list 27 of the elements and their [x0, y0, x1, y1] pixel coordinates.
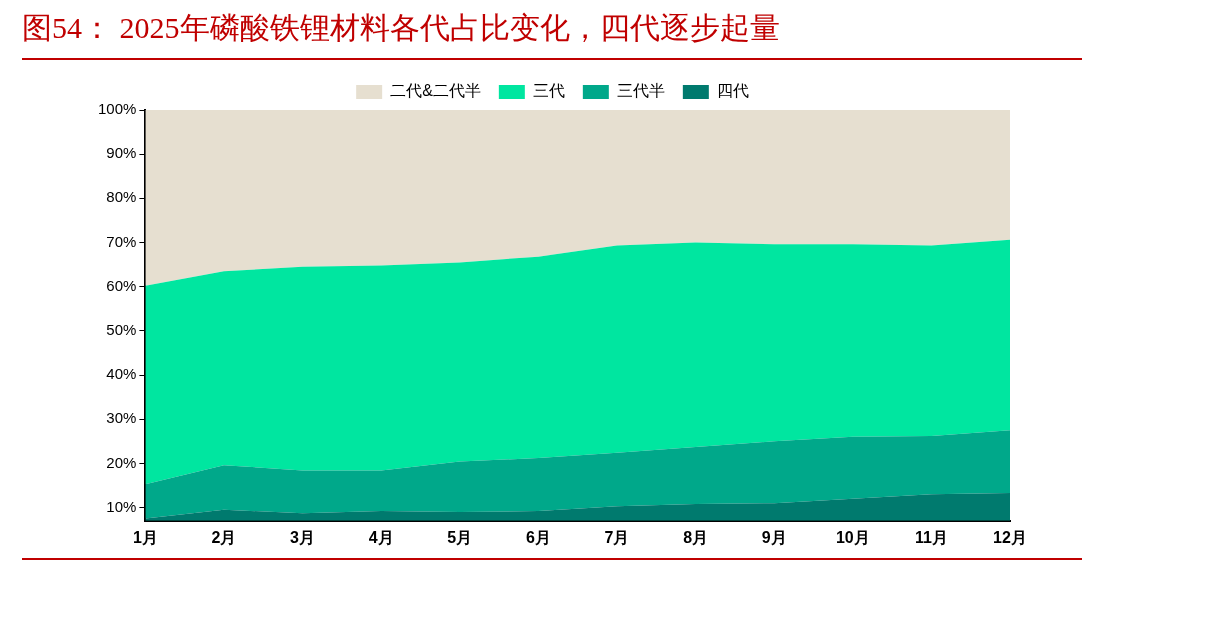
- x-tick-label: 1月: [132, 528, 158, 546]
- x-tick-label: 4月: [368, 528, 394, 546]
- x-tick-label: 2月: [211, 528, 237, 546]
- y-tick-label: 40%: [106, 365, 137, 383]
- x-tick-label: 8月: [683, 528, 709, 546]
- x-tick-label: 3月: [290, 528, 316, 546]
- x-tick-label: 11月: [914, 528, 948, 546]
- legend-label: 三代半: [616, 82, 665, 100]
- chart-title: 图54： 2025年磷酸铁锂材料各代占比变化，四代逐步起量: [22, 6, 1082, 60]
- x-tick-label: 9月: [761, 528, 787, 546]
- x-tick-label: 6月: [525, 528, 551, 546]
- x-tick-label: 7月: [604, 528, 630, 546]
- y-tick-label: 100%: [97, 100, 137, 118]
- legend-label: 四代: [716, 82, 749, 100]
- y-tick-label: 60%: [106, 276, 137, 294]
- x-tick-label: 12月: [993, 528, 1027, 546]
- legend-label: 三代: [532, 82, 565, 100]
- y-tick-label: 30%: [106, 409, 137, 427]
- x-tick-label: 5月: [447, 528, 473, 546]
- y-tick-label: 50%: [106, 321, 137, 338]
- y-tick-label: 20%: [106, 453, 137, 471]
- x-tick-label: 10月: [835, 528, 870, 546]
- y-tick-label: 10%: [106, 497, 137, 515]
- legend-label: 二代&二代半: [390, 82, 481, 100]
- y-tick-label: 70%: [106, 232, 137, 250]
- y-tick-label: 90%: [106, 144, 137, 162]
- y-tick-label: 80%: [106, 188, 137, 206]
